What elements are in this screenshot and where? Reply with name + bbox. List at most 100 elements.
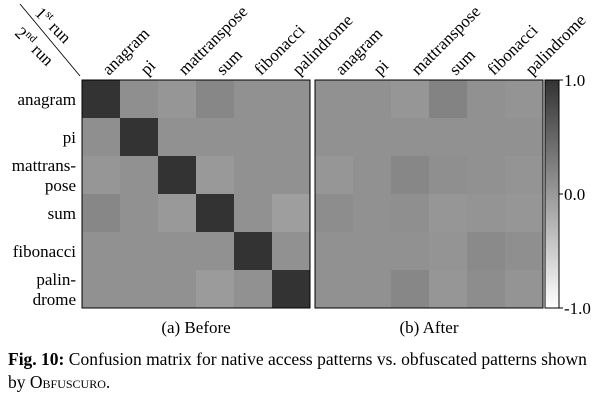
column-tick-label: pi <box>136 56 159 79</box>
heatmap-cell <box>467 80 506 119</box>
heatmap-cell <box>158 270 197 309</box>
heatmap-cell <box>353 270 392 309</box>
heatmap-cell <box>467 270 506 309</box>
heatmap-cell <box>429 156 468 195</box>
column-tick-label: sum <box>445 45 478 78</box>
heatmap-cell <box>315 270 354 309</box>
heatmap-cell <box>82 156 121 195</box>
row-tick-label: anagram <box>17 90 76 109</box>
column-tick-label: pi <box>369 56 392 79</box>
column-tick-label: mattranspose <box>174 2 251 79</box>
heatmap-cell <box>196 156 235 195</box>
heatmap-cell <box>429 194 468 233</box>
heatmap-cell <box>120 194 159 233</box>
heatmap-cell <box>315 194 354 233</box>
heatmap-frame <box>314 79 544 309</box>
heatmap-cell <box>82 118 121 157</box>
heatmap-cell <box>353 194 392 233</box>
heatmap-cell <box>120 118 159 157</box>
heatmap-cell <box>196 270 235 309</box>
heatmap-cell <box>467 118 506 157</box>
heatmap-cell <box>315 118 354 157</box>
heatmap-cell <box>391 118 430 157</box>
heatmap-cell <box>272 156 311 195</box>
row-tick-label: sum <box>48 204 76 223</box>
heatmap-frame <box>81 79 311 309</box>
heatmap-cell <box>234 232 273 271</box>
heatmap-cell <box>120 270 159 309</box>
heatmap-cell <box>82 270 121 309</box>
heatmap-cell <box>429 118 468 157</box>
heatmap-cell <box>196 232 235 271</box>
row-labels: anagram pi mattrans-pose sum fibonacci palin-… <box>12 90 77 309</box>
heatmap-cell <box>391 232 430 271</box>
heatmap-cell <box>272 194 311 233</box>
heatmap-cell <box>467 232 506 271</box>
heatmap-cell <box>234 194 273 233</box>
heatmap-cell <box>315 232 354 271</box>
heatmap-cell <box>272 270 311 309</box>
heatmap-cell <box>82 232 121 271</box>
heatmap-cell <box>234 156 273 195</box>
figure-caption: Fig. 10: Confusion matrix for native acc… <box>8 348 598 394</box>
row-tick-label: mattrans-pose <box>12 156 77 195</box>
colorbar-tick-label: -1.0 <box>564 299 591 318</box>
row-tick-label: pi <box>63 128 77 147</box>
column-tick-label: palindrome <box>521 11 589 79</box>
panel-subtitle: (b) After <box>399 318 458 337</box>
caption-label: Fig. 10: <box>8 349 65 369</box>
heatmap-cell <box>234 118 273 157</box>
heatmap-cell <box>196 80 235 119</box>
heatmap-cell <box>353 80 392 119</box>
row-tick-label: fibonacci <box>13 242 77 261</box>
heatmap-cell <box>391 80 430 119</box>
heatmap-cell <box>429 232 468 271</box>
heatmap-cell <box>158 232 197 271</box>
colorbar-tick-label: 1.0 <box>564 71 585 90</box>
heatmap-cell <box>158 80 197 119</box>
heatmap-cell <box>120 232 159 271</box>
heatmap-cell <box>467 156 506 195</box>
heatmap-cell <box>315 80 354 119</box>
caption-text: Confusion matrix for native access patte… <box>8 349 587 392</box>
heatmap-cell <box>391 270 430 309</box>
heatmap-cell <box>82 80 121 119</box>
heatmap-cell <box>467 194 506 233</box>
heatmap-cell <box>391 156 430 195</box>
heatmap-cell <box>120 80 159 119</box>
corner-divider <box>19 3 81 77</box>
heatmap-cell <box>429 80 468 119</box>
heatmap-cell <box>120 156 159 195</box>
heatmap-cell <box>505 118 544 157</box>
heatmap-cell <box>272 118 311 157</box>
heatmap-cell <box>158 118 197 157</box>
heatmap-cell <box>505 270 544 309</box>
heatmap-cell <box>196 194 235 233</box>
heatmap-cell <box>158 156 197 195</box>
column-tick-label: sum <box>212 45 245 78</box>
row-tick-label: palin-drome <box>33 270 77 309</box>
heatmap-cell <box>234 80 273 119</box>
heatmap-cell <box>353 118 392 157</box>
heatmap-cell <box>196 118 235 157</box>
heatmap-cell <box>315 156 354 195</box>
caption-system-name: Obfuscuro <box>29 372 106 392</box>
heatmap-cell <box>505 232 544 271</box>
heatmap-cell <box>391 194 430 233</box>
heatmap-cell <box>353 232 392 271</box>
heatmap-cell <box>158 194 197 233</box>
heatmap-cell <box>272 232 311 271</box>
heatmap-cell <box>505 80 544 119</box>
column-tick-label: mattranspose <box>407 2 484 79</box>
heatmap-cell <box>353 156 392 195</box>
caption-end: . <box>105 372 111 392</box>
heatmap-cell <box>272 80 311 119</box>
panel-subtitle: (a) Before <box>161 318 230 337</box>
colorbar-tick-label: 0.0 <box>564 185 585 204</box>
colorbar-gradient <box>544 79 560 309</box>
heatmap-cell <box>505 156 544 195</box>
heatmap-cell <box>505 194 544 233</box>
